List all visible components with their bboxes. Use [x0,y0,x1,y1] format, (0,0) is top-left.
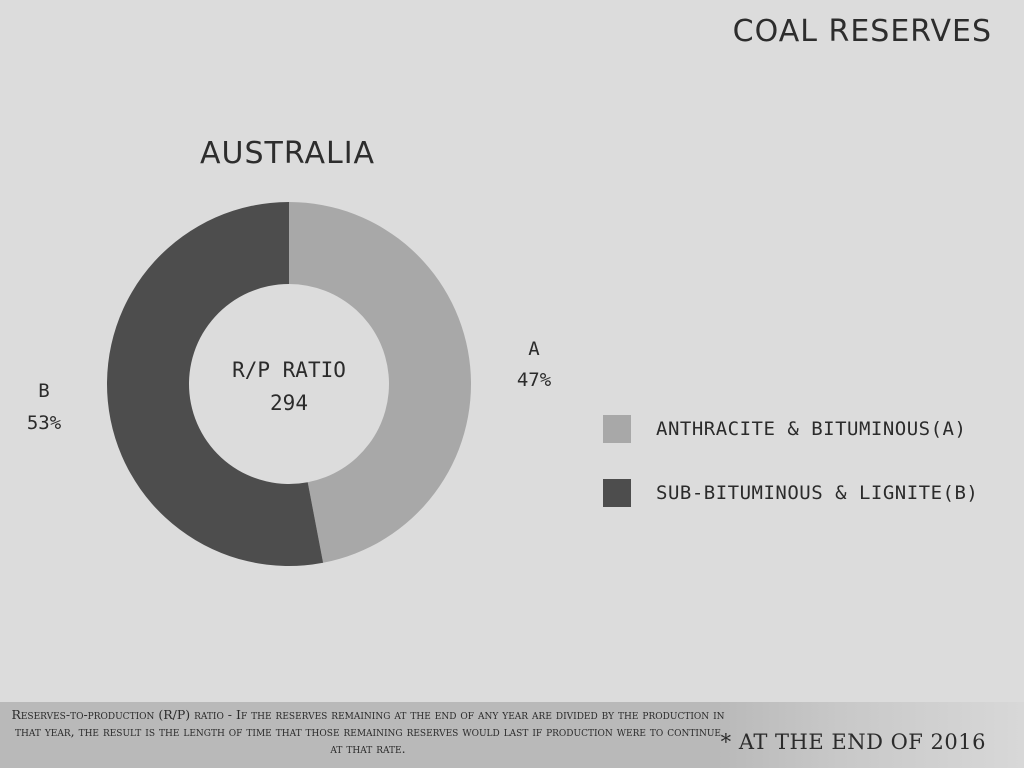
legend-item-a: ANTHRACITE & BITUMINOUS(A) [603,413,978,445]
slice-label-b: B [38,380,49,402]
donut-chart: R/P RATIO 294 A 47% B 53% [27,202,552,566]
legend-label-a: ANTHRACITE & BITUMINOUS(A) [656,418,967,440]
legend-swatch-a [603,415,631,443]
slice-percent-b: 53% [27,412,62,434]
legend: ANTHRACITE & BITUMINOUS(A) SUB-BITUMINOU… [603,413,978,541]
footer-band [0,702,1024,768]
legend-label-b: SUB-BITUMINOUS & LIGNITE(B) [656,482,979,504]
as-of-note: * AT THE END OF 2016 [720,730,986,754]
page-title: COAL RESERVES [732,14,992,49]
slice-label-a: A [528,338,540,360]
center-value: 294 [270,391,308,415]
slice-percent-a: 47% [517,369,552,391]
chart-title: AUSTRALIA [200,136,376,171]
center-label: R/P RATIO [232,358,346,382]
slice-b [107,202,324,566]
slice-a [289,202,472,563]
legend-swatch-b [603,479,631,507]
legend-item-b: SUB-BITUMINOUS & LIGNITE(B) [603,477,978,509]
footnote: Reserves-to-production (R/P) ratio - If … [11,707,725,756]
